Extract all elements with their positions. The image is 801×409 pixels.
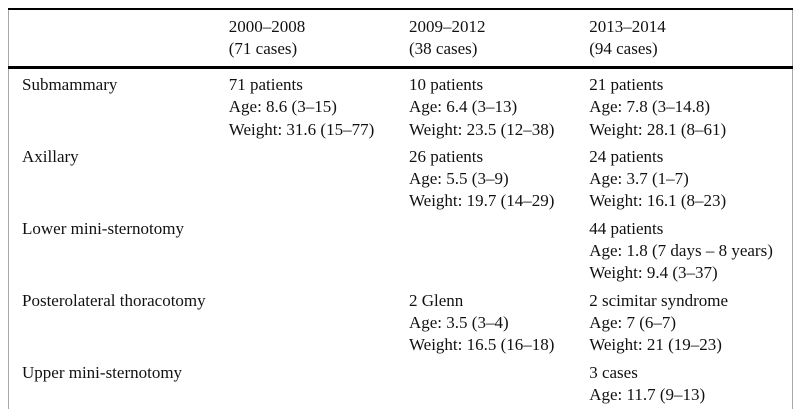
cell-line-weight: Weight: 16.5 (16–18)	[408, 335, 555, 355]
cell-line-patients: 2 Glenn	[408, 290, 464, 310]
header-cell-period-2000-2008: 2000–2008 (71 cases)	[228, 9, 409, 69]
cell-line-weight: Weight: 31.6 (15–77)	[228, 119, 375, 139]
table-row-submammary: Submammary 71 patients Age: 8.6 (3–15) W…	[9, 68, 793, 141]
table-row-upper-mini-sternotomy: Upper mini-sternotomy 3 cases Age: 11.7 …	[9, 357, 793, 409]
cell-submammary-2009-2012: 10 patients Age: 6.4 (3–13) Weight: 23.5…	[409, 68, 589, 141]
cell-upper-mini-sternotomy-2000-2008	[229, 357, 409, 409]
cell-posterolateral-thoracotomy-2013-2014: 2 scimitar syndrome Age: 7 (6–7) Weight:…	[589, 285, 792, 357]
cell-line-patients: 21 patients	[589, 75, 664, 94]
row-label: Submammary	[22, 75, 118, 94]
period-cases: (38 cases)	[408, 39, 478, 59]
cell-line-age: Age: 1.8 (7 days – 8 years)	[589, 241, 773, 261]
cell-line-patients: 24 patients	[589, 146, 664, 166]
cell-line-weight: Weight: 28.1 (8–61)	[589, 119, 727, 139]
table-row-lower-mini-sternotomy: Lower mini-sternotomy 44 patients Age: 1…	[9, 213, 793, 285]
cell-line-age: Age: 6.4 (3–13)	[408, 97, 518, 117]
cell-line-age: Age: 7.8 (3–14.8)	[589, 97, 711, 117]
row-label: Axillary	[22, 146, 79, 166]
period-cases: (71 cases)	[228, 39, 298, 59]
cell-line-patients: 3 cases	[589, 362, 638, 382]
cell-line-patients: 44 patients	[589, 218, 664, 238]
cell-line-patients: 2 scimitar syndrome	[589, 290, 729, 310]
header-cell-period-2009-2012: 2009–2012 (38 cases)	[408, 9, 590, 69]
cell-line-weight: Weight: 41.3 (33–48)	[589, 406, 792, 409]
cell-axillary-2000-2008	[229, 141, 409, 213]
row-label: Posterolateral thoracotomy	[22, 290, 206, 310]
cell-line-age: Age: 3.7 (1–7)	[589, 169, 689, 189]
period-label: 2000–2008	[228, 17, 306, 36]
cell-posterolateral-thoracotomy-2000-2008	[229, 285, 409, 357]
cell-line-patients: 10 patients	[408, 75, 484, 94]
row-label: Lower mini-sternotomy	[22, 218, 184, 238]
cell-line-weight: Weight: 21 (19–23)	[589, 335, 722, 355]
cell-posterolateral-thoracotomy-2009-2012: 2 Glenn Age: 3.5 (3–4) Weight: 16.5 (16–…	[409, 285, 589, 357]
cell-upper-mini-sternotomy-2013-2014: 3 cases Age: 11.7 (9–13) Weight: 41.3 (3…	[589, 357, 792, 409]
cell-lower-mini-sternotomy-2000-2008	[229, 213, 409, 285]
header-cell-empty	[8, 9, 229, 69]
cell-upper-mini-sternotomy-2009-2012	[409, 357, 589, 409]
table-row-posterolateral-thoracotomy: Posterolateral thoracotomy 2 Glenn Age: …	[9, 285, 793, 357]
surgical-approach-table: 2000–2008 (71 cases) 2009–2012 (38 cases…	[8, 8, 793, 409]
header-row: 2000–2008 (71 cases) 2009–2012 (38 cases…	[8, 9, 793, 69]
cell-line-weight: Weight: 9.4 (3–37)	[589, 263, 718, 283]
cell-submammary-2013-2014: 21 patients Age: 7.8 (3–14.8) Weight: 28…	[589, 68, 792, 141]
row-label: Upper mini-sternotomy	[22, 362, 183, 382]
cell-line-weight: Weight: 16.1 (8–23)	[589, 191, 727, 211]
cell-lower-mini-sternotomy-2013-2014: 44 patients Age: 1.8 (7 days – 8 years) …	[589, 213, 792, 285]
table-row-axillary: Axillary 26 patients Age: 5.5 (3–9) Weig…	[9, 141, 793, 213]
header-cell-period-2013-2014: 2013–2014 (94 cases)	[589, 9, 793, 69]
period-cases: (94 cases)	[589, 39, 658, 59]
cell-line-weight: Weight: 23.5 (12–38)	[408, 119, 555, 139]
cell-line-age: Age: 8.6 (3–15)	[228, 97, 337, 117]
period-label: 2013–2014	[589, 17, 666, 36]
cell-axillary-2013-2014: 24 patients Age: 3.7 (1–7) Weight: 16.1 …	[589, 141, 792, 213]
cell-line-age: Age: 7 (6–7)	[589, 312, 677, 332]
cell-line-weight: Weight: 19.7 (14–29)	[408, 191, 555, 211]
cell-line-age: Age: 11.7 (9–13)	[589, 384, 706, 404]
cell-line-patients: 71 patients	[228, 75, 303, 94]
cell-axillary-2009-2012: 26 patients Age: 5.5 (3–9) Weight: 19.7 …	[409, 141, 589, 213]
cell-submammary-2000-2008: 71 patients Age: 8.6 (3–15) Weight: 31.6…	[229, 68, 409, 141]
cell-line-age: Age: 3.5 (3–4)	[408, 312, 509, 332]
cell-lower-mini-sternotomy-2009-2012	[409, 213, 589, 285]
cell-line-patients: 26 patients	[408, 146, 484, 166]
cell-line-age: Age: 5.5 (3–9)	[408, 169, 509, 189]
period-label: 2009–2012	[408, 17, 486, 36]
